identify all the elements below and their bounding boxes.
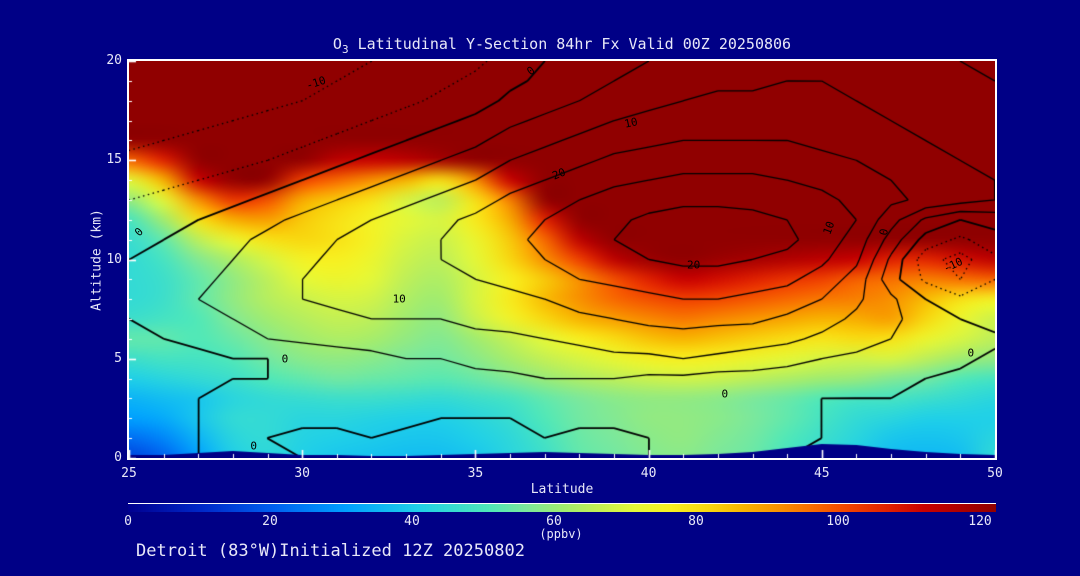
contour-label: -10 [304, 73, 328, 93]
plot-area: -10 0 10 20 20 10 0 -10 0 0 10 0 0 0 [127, 59, 997, 460]
chart-title-prefix: O [332, 35, 342, 53]
x-axis-title: Latitude [530, 482, 594, 497]
colorbar-tick-label: 0 [124, 514, 132, 529]
contour-label: 0 [967, 346, 975, 360]
chart-title: O3 Latitudinal Y-Section 84hr Fx Valid 0… [127, 35, 997, 56]
contour-label: 0 [132, 224, 147, 239]
x-tick-label: 50 [987, 466, 1003, 481]
contour-label: 0 [721, 387, 729, 401]
contour-label: 0 [250, 439, 258, 453]
contour-label: -10 [941, 255, 966, 276]
x-tick-label: 45 [813, 466, 830, 481]
y-tick-label: 15 [106, 152, 122, 168]
ozone-cross-section-canvas [129, 61, 995, 458]
colorbar-units: (ppbv) [539, 527, 583, 541]
contour-label: 0 [281, 352, 289, 366]
contour-label: 10 [820, 219, 838, 237]
contour-labels-layer: -10 0 10 20 20 10 0 -10 0 0 10 0 0 0 [129, 61, 995, 458]
y-tick-label: 5 [114, 350, 122, 366]
x-tick-label: 30 [294, 466, 311, 481]
y-tick-label: 20 [106, 53, 122, 68]
colorbar-tick-label: 100 [826, 514, 850, 529]
chart-title-rest: Latitudinal Y-Section 84hr Fx Valid 00Z … [348, 35, 792, 53]
contour-label: 0 [524, 63, 538, 79]
contour-label: 20 [549, 165, 568, 183]
colorbar-tick-label: 120 [968, 514, 992, 529]
contour-label: 10 [392, 292, 406, 306]
x-tick-label: 35 [467, 466, 484, 481]
contour-label: 10 [623, 114, 640, 131]
contour-label: 0 [877, 227, 892, 237]
y-tick-label: 0 [114, 450, 122, 465]
colorbar [128, 503, 996, 512]
colorbar-tick-label: 20 [262, 514, 278, 529]
colorbar-tick-label: 60 [546, 514, 562, 529]
y-tick-label: 10 [106, 251, 122, 267]
footer-text: Detroit (83°W)Initialized 12Z 20250802 [136, 541, 525, 561]
contour-label: 20 [687, 258, 701, 272]
x-tick-label: 25 [121, 466, 137, 481]
colorbar-tick-label: 40 [404, 514, 420, 529]
colorbar-tick-label: 80 [688, 514, 704, 529]
chart-title-subscript: 3 [341, 43, 349, 56]
x-tick-label: 40 [640, 466, 657, 481]
